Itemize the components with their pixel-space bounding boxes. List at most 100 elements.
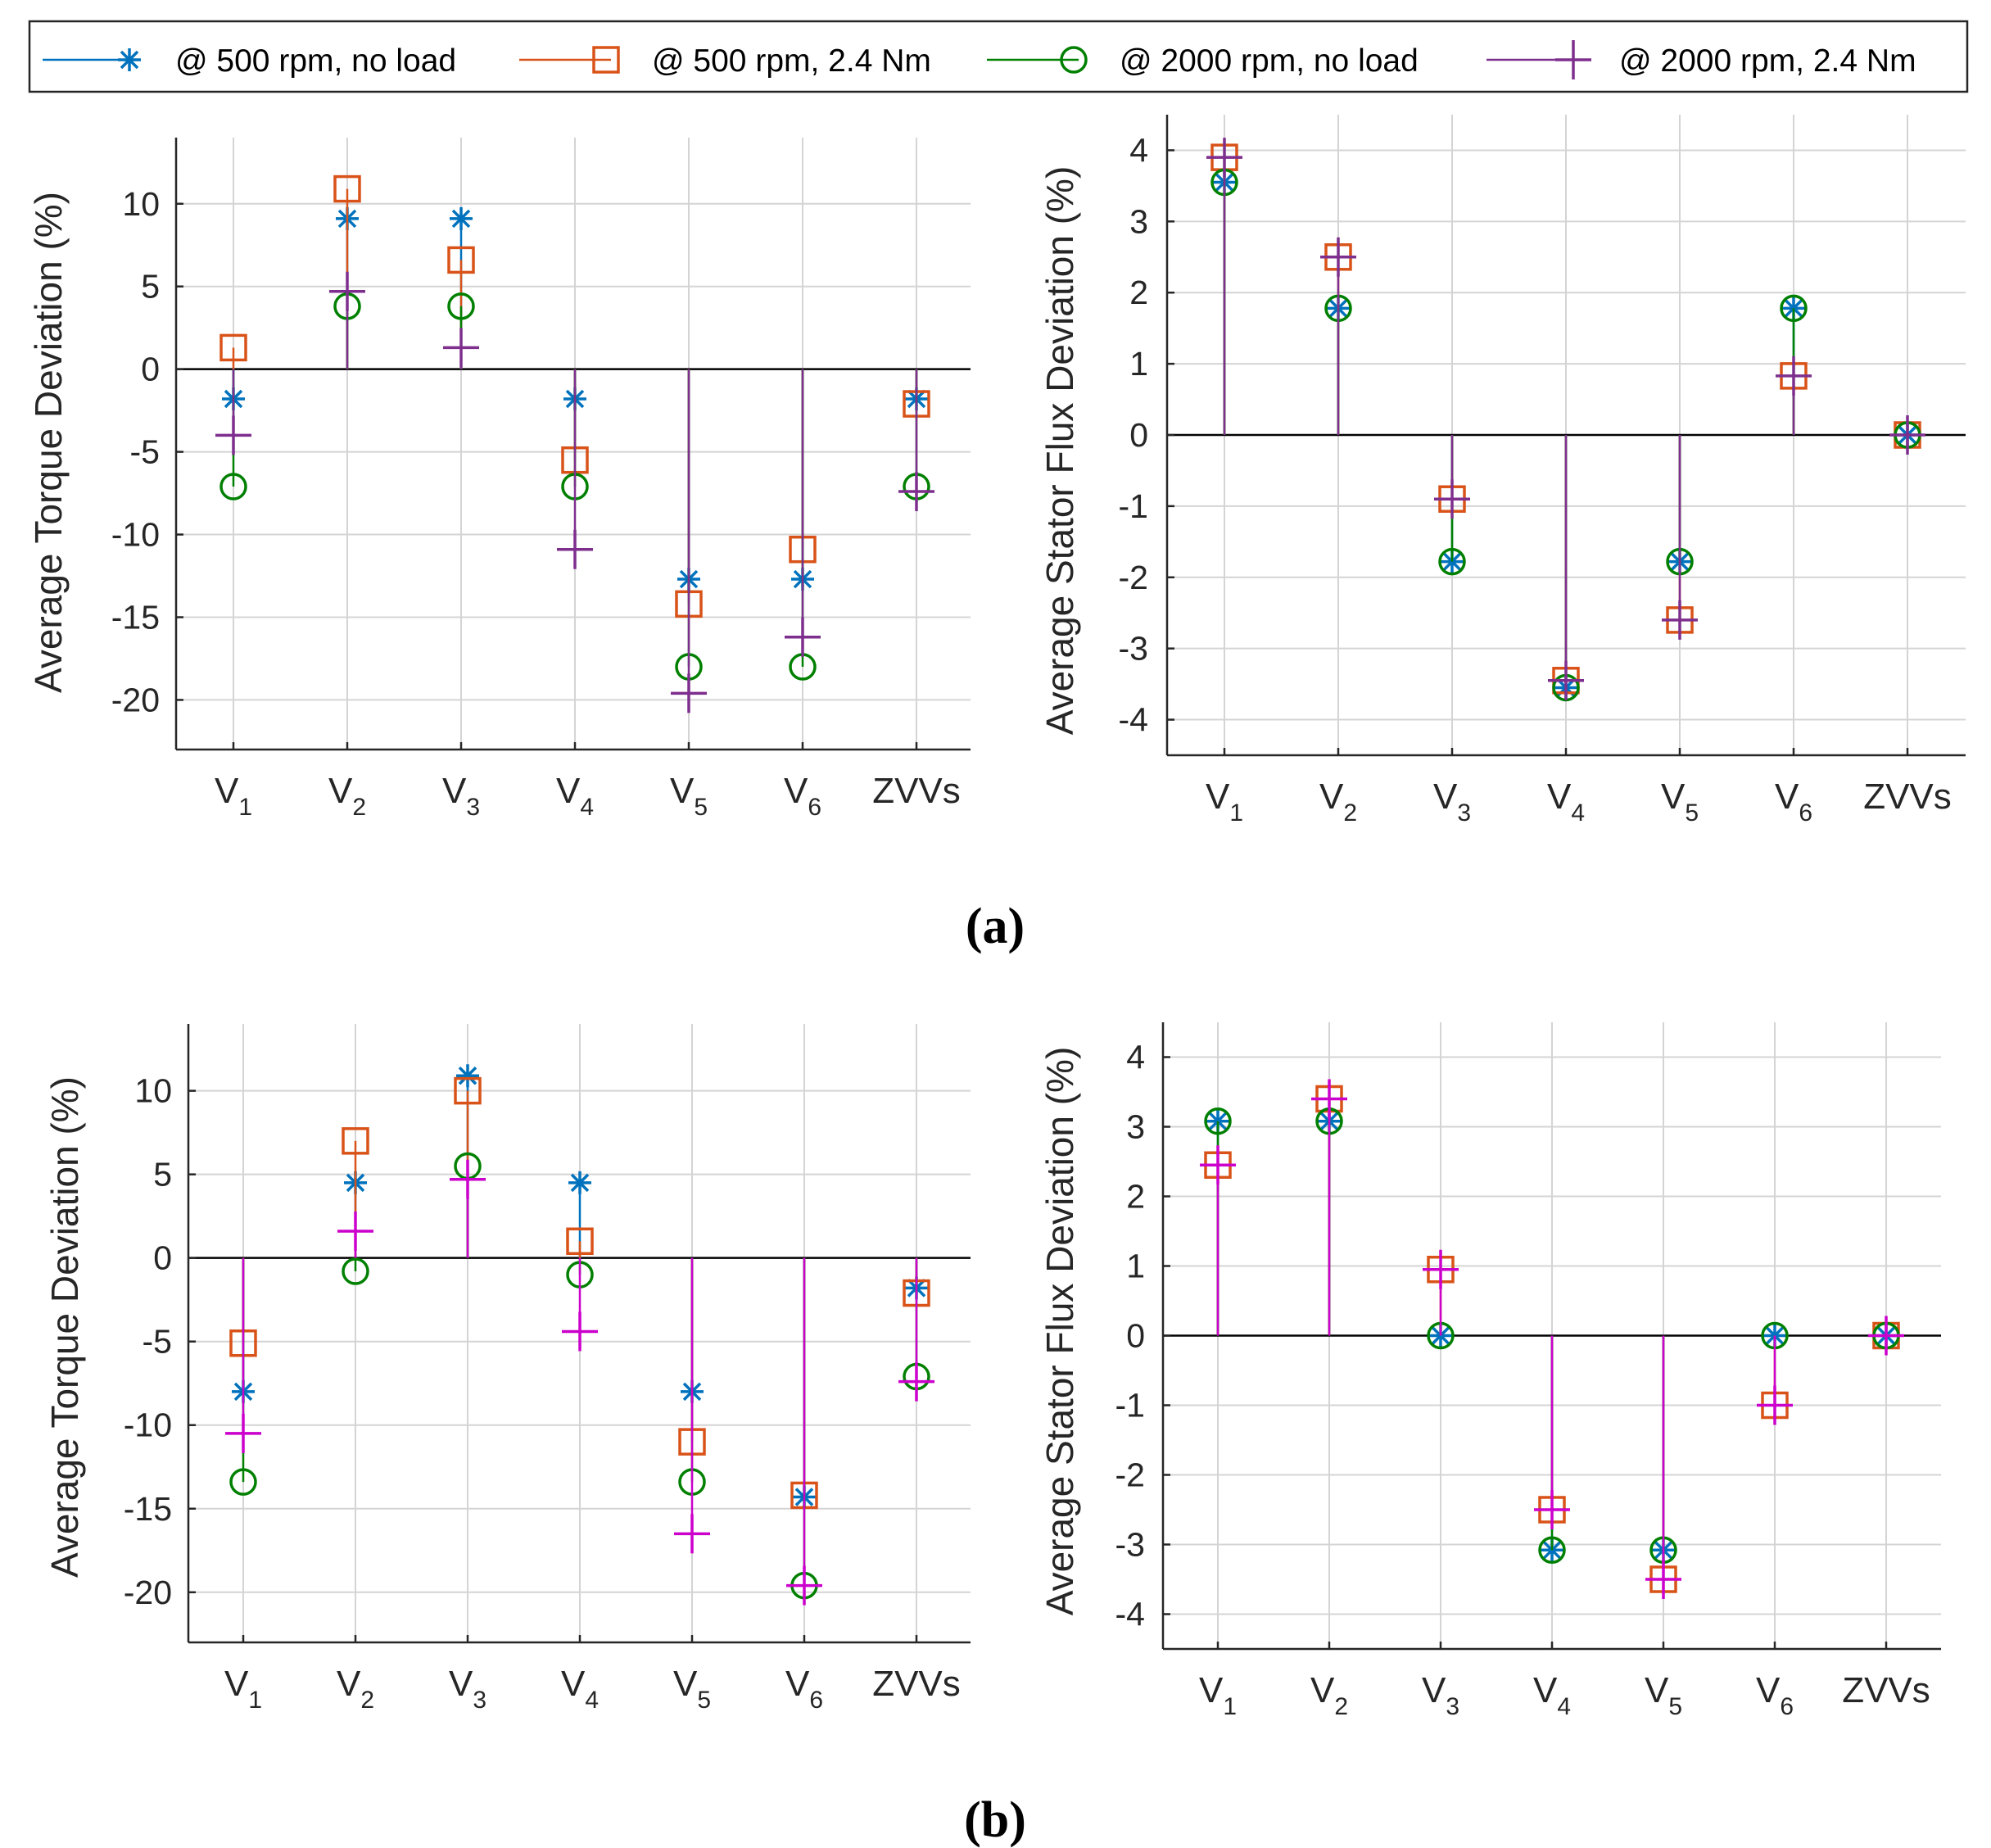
data-point-plus xyxy=(329,271,365,311)
x-tick-label: V1 xyxy=(224,1664,262,1714)
y-tick-label: -1 xyxy=(1115,1387,1145,1424)
x-tick-label-subscript: 4 xyxy=(580,794,594,821)
panel-label-b: (b) xyxy=(964,1792,1026,1848)
y-tick-label: -2 xyxy=(1119,559,1148,596)
data-point-plus xyxy=(1868,1316,1904,1356)
series-plus xyxy=(215,271,934,713)
x-tick-label-subscript: 3 xyxy=(466,794,480,821)
legend-label: @ 2000 rpm, 2.4 Nm xyxy=(1619,43,1916,79)
x-tick-label-main: V xyxy=(328,771,353,811)
data-point-circle xyxy=(1780,294,1808,323)
legend-marker-asterisk xyxy=(118,48,141,71)
x-tick-label-subscript: 5 xyxy=(1685,799,1699,827)
x-tick-label: V3 xyxy=(1433,777,1471,827)
x-tick-label: V5 xyxy=(670,771,708,821)
data-point-plus xyxy=(1423,1249,1459,1289)
data-point-circle xyxy=(219,473,247,500)
x-tick-label-main: V xyxy=(1661,777,1686,817)
x-tick-label: V2 xyxy=(1310,1670,1348,1720)
y-tick-label: 4 xyxy=(1126,1039,1145,1076)
x-tick-label-subscript: 4 xyxy=(1557,1693,1571,1720)
data-point-circle-shape xyxy=(1438,547,1466,576)
data-point-square xyxy=(333,174,361,203)
x-tick-label-main: V xyxy=(442,771,467,811)
x-tick-label: V1 xyxy=(215,771,252,821)
x-tick-label-main: V xyxy=(670,771,695,811)
x-tick-label-main: V xyxy=(784,771,808,811)
x-tick-label: V5 xyxy=(1661,777,1699,827)
x-tick-label: ZVVs xyxy=(1842,1670,1930,1710)
data-point-plus xyxy=(1320,237,1356,277)
y-tick-label: 2 xyxy=(1126,1178,1145,1216)
y-tick-label: 0 xyxy=(1129,416,1148,454)
legend-marker-circle xyxy=(1060,46,1088,74)
x-tick-label: V4 xyxy=(1547,777,1585,827)
x-tick-label-main: V xyxy=(215,771,239,811)
x-tick-label-subscript: 5 xyxy=(694,794,708,821)
x-tick-label-subscript: 6 xyxy=(1799,799,1812,827)
y-tick-label: -4 xyxy=(1115,1596,1145,1633)
x-tick-label-subscript: 4 xyxy=(1571,799,1585,827)
data-point-circle xyxy=(1204,1107,1232,1135)
x-tick-label-subscript: 2 xyxy=(352,794,366,821)
x-tick-label: V3 xyxy=(449,1664,486,1714)
x-tick-label-main: V xyxy=(1319,777,1344,817)
x-tick-label-subscript: 1 xyxy=(1223,1693,1237,1720)
y-tick-label: 4 xyxy=(1129,131,1148,169)
data-point-plus xyxy=(1662,600,1698,640)
y-tick-label: -20 xyxy=(111,681,160,718)
x-tick-label-subscript: 1 xyxy=(248,1687,262,1714)
a-torque-y-label: Average Torque Deviation (%) xyxy=(27,192,70,693)
x-tick-label-subscript: 1 xyxy=(1229,799,1243,827)
y-tick-label: -1 xyxy=(1119,487,1148,525)
x-tick-label-main: V xyxy=(561,1664,586,1704)
data-point-square xyxy=(447,246,475,274)
data-point-asterisk xyxy=(568,1171,591,1194)
x-tick-label: V5 xyxy=(673,1664,711,1714)
legend: @ 500 rpm, no load @ 500 rpm, 2.4 Nm @ 200… xyxy=(28,20,1969,93)
data-point-plus xyxy=(1434,479,1470,519)
b-torque-y-label: Average Torque Deviation (%) xyxy=(43,1076,86,1578)
data-point-asterisk-stroke xyxy=(451,209,471,229)
x-tick-label: V4 xyxy=(561,1664,599,1714)
data-point-square-shape xyxy=(342,1127,369,1155)
x-tick-label: V4 xyxy=(556,771,594,821)
y-tick-label: 10 xyxy=(134,1072,172,1110)
data-point-circle-shape xyxy=(1538,1536,1566,1565)
y-tick-label: 1 xyxy=(1129,345,1148,383)
series-plus xyxy=(225,1159,934,1606)
x-tick-label-main: V xyxy=(1645,1670,1669,1710)
x-tick-label-subscript: 2 xyxy=(360,1687,374,1714)
x-tick-label: ZVVs xyxy=(872,771,961,811)
x-tick-label: V2 xyxy=(337,1664,374,1714)
series-plus xyxy=(1200,1079,1904,1599)
data-point-circle-shape xyxy=(1204,1107,1232,1135)
data-point-square xyxy=(219,333,247,362)
data-point-circle xyxy=(342,1257,369,1285)
y-tick-label: -15 xyxy=(111,598,160,636)
data-point-plus xyxy=(1889,415,1925,455)
x-tick-label-subscript: 1 xyxy=(238,794,252,821)
x-tick-label-main: V xyxy=(1533,1670,1558,1710)
x-tick-label-main: V xyxy=(556,771,581,811)
data-point-circle-shape xyxy=(447,292,475,320)
y-tick-label: -3 xyxy=(1119,630,1148,668)
x-tick-label: V5 xyxy=(1645,1670,1682,1720)
data-point-square-shape xyxy=(454,1076,482,1105)
data-point-circle-shape xyxy=(342,1257,369,1285)
x-tick-label-subscript: 3 xyxy=(1446,1693,1459,1720)
legend-marker-plus xyxy=(1555,40,1591,79)
y-tick-label: -2 xyxy=(1115,1456,1145,1494)
data-point-square xyxy=(566,1227,594,1256)
data-point-plus xyxy=(1534,1490,1570,1529)
series-plus xyxy=(1206,138,1925,700)
data-point-asterisk-stroke xyxy=(458,1067,477,1085)
y-tick-label: 5 xyxy=(153,1156,172,1194)
y-tick-label: -5 xyxy=(143,1323,172,1361)
x-tick-label-subscript: 6 xyxy=(1780,1693,1794,1720)
x-tick-label-subscript: 4 xyxy=(585,1687,599,1714)
x-tick-label-main: V xyxy=(1547,777,1572,817)
data-point-plus xyxy=(1645,1560,1681,1599)
